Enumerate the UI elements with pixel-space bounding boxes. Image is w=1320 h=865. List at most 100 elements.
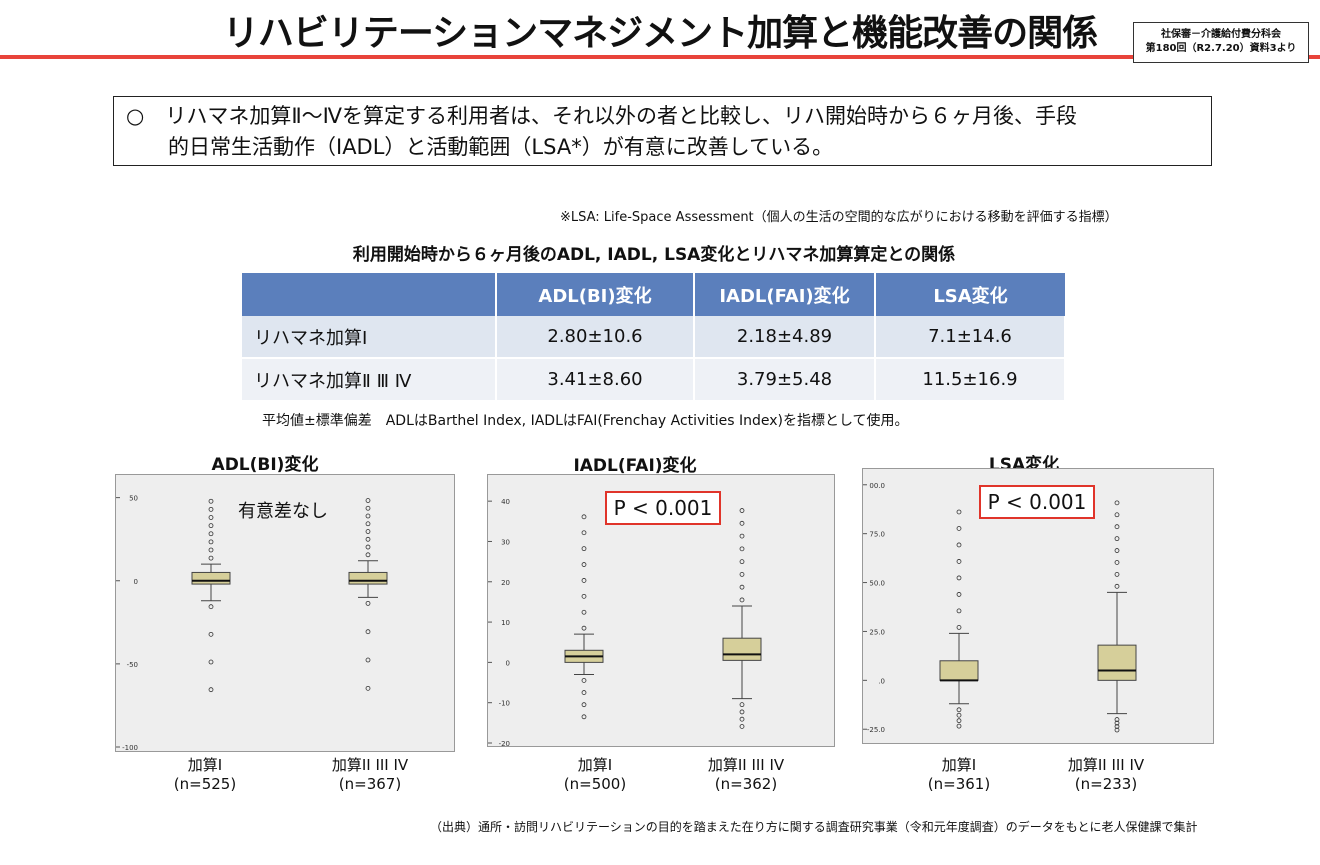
outlier-point [956,707,962,713]
outlier-point [1114,720,1120,726]
summary-box: ○ リハマネ加算Ⅱ～Ⅳを算定する利用者は、それ以外の者と比較し、リハ開始時から６… [113,96,1212,166]
y-tick-label: 50 [129,495,138,503]
outlier-point [208,687,214,693]
y-tick-label: 25.0 [869,628,885,636]
group-name: 加算I [577,756,613,774]
table-cell: 2.80±10.6 [496,316,695,359]
source-badge: 社保審－介護給付費分科会 第180回（R2.7.20）資料3より [1133,22,1309,63]
outlier-point [365,505,371,511]
table-row: リハマネ加算Ⅱ Ⅲ Ⅳ 3.41±8.60 3.79±5.48 11.5±16.… [242,358,1066,400]
table-cell: 11.5±16.9 [875,358,1066,400]
outlier-point [208,555,214,561]
outlier-point [581,546,587,552]
results-table: ADL(BI)変化 IADL(FAI)変化 LSA変化 リハマネ加算I 2.80… [242,273,1066,400]
outlier-point [739,584,745,590]
title-underline [0,55,1320,59]
group-n: (n=525) [173,775,237,793]
outlier-point [365,629,371,635]
outlier-point [1114,572,1120,577]
group-label: 加算I (n=361) [904,756,1014,794]
outlier-point [956,592,962,597]
outlier-point [1114,727,1120,733]
outlier-point [739,520,745,526]
box [1097,644,1137,681]
outlier-point [208,539,214,545]
y-tick-label: 10 [501,619,510,627]
group-n: (n=362) [714,775,778,793]
y-tick-label: -100 [122,744,138,752]
group-n: (n=233) [1074,775,1138,793]
outlier-point [956,526,962,531]
y-tick-label: 50.0 [869,580,885,588]
group-label: 加算II III IV (n=367) [310,756,430,794]
boxplot-adl-svg: 50 0 -50 -100 [116,495,388,752]
outlier-point [581,690,587,695]
group-label: 加算II III IV (n=233) [1046,756,1166,794]
outlier-point [739,508,745,513]
outlier-point [581,578,587,583]
outlier-point [956,509,962,515]
group-n: (n=367) [338,775,402,793]
no-difference-label: 有意差なし [238,501,328,522]
y-tick-label: 20 [501,579,510,587]
outlier-point [739,702,745,708]
lsa-note: ※LSA: Life-Space Assessment（個人の生活の空間的な広が… [560,210,1118,225]
outlier-point [365,536,371,542]
y-tick-label: .0 [878,677,885,685]
table-cell: 3.41±8.60 [496,358,695,400]
outlier-point [581,625,587,631]
outlier-point [956,718,962,724]
summary-line2: 的日常生活動作（IADL）と活動範囲（LSA*）が有意に改善している。 [168,135,834,159]
table-header-adl: ADL(BI)変化 [496,273,695,316]
outlier-point [365,544,371,550]
outlier-point [208,631,214,637]
outlier-point [581,702,587,708]
y-tick-label: 75.0 [869,531,885,539]
outlier-point [956,608,962,614]
outlier-point [956,712,962,718]
table-cell: リハマネ加算I [242,316,497,359]
outlier-point [739,559,745,565]
outlier-point [581,593,587,599]
source-badge-line2: 第180回（R2.7.20）資料3より [1145,43,1297,54]
table-header-iadl: IADL(FAI)変化 [694,273,876,316]
y-tick-label: 30 [501,538,510,546]
outlier-point [956,559,962,564]
outlier-point [956,624,962,630]
box [722,637,762,661]
outlier-point [956,723,962,729]
outlier-point [1114,548,1120,553]
outlier-point [208,604,214,610]
table-cell: 7.1±14.6 [875,316,1066,359]
y-tick-label: 0 [506,659,510,667]
outlier-point [739,572,745,577]
outlier-point [1114,524,1120,530]
table-header-row: ADL(BI)変化 IADL(FAI)変化 LSA変化 [242,273,1065,316]
outlier-point [1114,724,1120,729]
chart-title-iadl: IADL(FAI)変化 [573,456,697,476]
boxplot-lsa-svg: 00.0 75.0 50.0 25.0 .0 -25.0 [863,482,1137,734]
footer-source: （出典）通所・訪問リハビリテーションの目的を踏まえた在り方に関する調査研究事業（… [430,820,1198,834]
table-cell: 3.79±5.48 [694,358,876,400]
y-tick-label: 00.0 [869,482,885,490]
y-tick-label: -25.0 [867,726,885,734]
table-row: リハマネ加算I 2.80±10.6 2.18±4.89 7.1±14.6 [242,316,1066,359]
outlier-point [739,724,745,729]
y-tick-label: -50 [127,661,138,669]
table-cell: 2.18±4.89 [694,316,876,359]
outlier-point [739,546,745,552]
outlier-point [1114,583,1120,589]
outlier-point [1114,560,1120,565]
source-badge-line1: 社保審－介護給付費分科会 [1161,29,1281,40]
box [348,571,388,585]
outlier-point [581,562,587,567]
outlier-point [208,547,214,553]
outlier-point [1114,500,1120,506]
y-tick-label: -20 [499,740,510,748]
outlier-point [1114,717,1120,722]
y-tick-label: -10 [499,700,510,708]
outlier-point [365,685,371,691]
group-label: 加算II III IV (n=362) [686,756,806,794]
outlier-point [365,498,371,503]
group-n: (n=361) [927,775,991,793]
